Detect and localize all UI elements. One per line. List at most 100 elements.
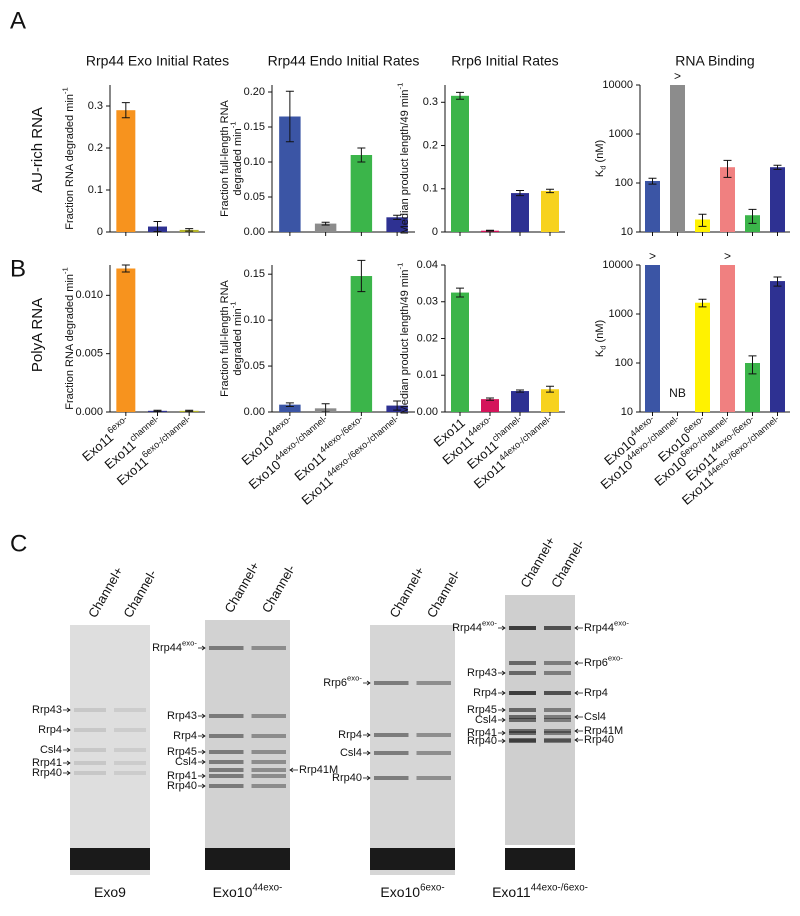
error-bar: [185, 409, 194, 412]
gel-band: [209, 734, 244, 738]
gel-band: [114, 728, 146, 732]
y-tick-label: 0.20: [244, 86, 265, 98]
gel-band: [74, 708, 106, 712]
bar: [116, 110, 136, 232]
gel-band: [251, 760, 286, 764]
band-arrow: [363, 775, 371, 781]
y-tick-label: 0: [432, 226, 438, 238]
text-segment: Fraction full-length RNA: [219, 99, 231, 216]
gel-band: [509, 626, 536, 630]
gel-band: [114, 761, 146, 765]
band-label: Rrp44exo-: [152, 639, 197, 654]
gel: [370, 625, 455, 875]
gel-title: Exo1144exo-/6exo-: [492, 882, 588, 900]
text-segment: -1: [396, 83, 405, 90]
gel-title: Exo1044exo-: [213, 882, 283, 900]
band-label: Rrp40: [167, 780, 197, 792]
y-tick-label: 10: [621, 226, 633, 238]
text-segment: Median product length/49 min: [399, 269, 411, 414]
text-segment: Fraction RNA degraded min: [64, 94, 76, 230]
gel-band: [251, 734, 286, 738]
gel-band: [251, 646, 286, 650]
band-label: Rrp41M: [299, 764, 338, 776]
y-tick-label: 0.10: [244, 314, 265, 326]
text-segment: Rrp40: [167, 780, 197, 792]
error-bar: [357, 147, 366, 163]
y-axis-label: Kd (nM): [594, 320, 607, 357]
text-segment: (nM): [594, 320, 606, 346]
gel-front: [505, 848, 575, 870]
y-tick-label: 0.00: [244, 226, 265, 238]
lane-label: Channel-: [259, 562, 298, 615]
band-label: Rrp4: [173, 730, 197, 742]
text-segment: 44exo-/6exo-: [531, 882, 588, 893]
text-segment: -1: [61, 267, 70, 274]
error-bar: [486, 229, 494, 232]
band-label: Rrp4: [584, 687, 608, 699]
y-tick-label: 0.00: [244, 406, 265, 418]
error-bar: [748, 208, 757, 224]
bar: [451, 95, 469, 232]
text-segment: exo-: [608, 654, 623, 663]
y-tick-label: 0.04: [417, 259, 438, 271]
band-label: Rrp4: [338, 729, 362, 741]
y-axis-label: Fraction RNA degraded min-1: [61, 267, 76, 410]
y-axis-label: Kd (nM): [594, 140, 607, 177]
y-tick-label: 100: [615, 357, 633, 369]
gel-band: [209, 768, 244, 772]
y-tick-label: 0.10: [244, 156, 265, 168]
text-segment: Exo11: [492, 884, 531, 900]
error-bar: [748, 355, 757, 375]
band-label: Rrp40: [467, 735, 497, 747]
gel-band: [509, 718, 536, 722]
bar: [386, 217, 408, 232]
text-segment: degraded min: [232, 128, 244, 195]
text-segment: Csl4: [175, 756, 197, 768]
error-bar: [486, 397, 494, 401]
text-segment: -1: [396, 263, 405, 270]
band-arrow: [63, 747, 71, 753]
text-segment: Rrp41: [467, 727, 497, 739]
bar: [541, 389, 559, 412]
text-segment: Rrp41M: [584, 725, 623, 737]
text-segment: Rrp6: [323, 677, 347, 689]
band-arrow: [198, 759, 206, 765]
band-label: Rrp45: [467, 704, 497, 716]
bar: [279, 116, 301, 232]
band-arrow: [574, 690, 583, 696]
error-bar: [185, 228, 194, 232]
text-segment: Fraction full-length RNA: [219, 279, 231, 396]
band-label: Rrp44exo-: [452, 619, 497, 634]
text-segment: (nM): [594, 140, 606, 166]
text-segment: Fraction RNA degraded min: [64, 274, 76, 410]
band-arrow: [63, 760, 71, 766]
band-arrow: [498, 707, 506, 713]
gel-band: [114, 771, 146, 775]
gel-band: [544, 739, 571, 743]
text-segment: Rrp41: [167, 770, 197, 782]
text-segment: Rrp41M: [299, 764, 338, 776]
gel-band: [251, 750, 286, 754]
y-tick-label: 0.3: [88, 100, 103, 112]
gel-band: [74, 771, 106, 775]
text-segment: Rrp40: [32, 767, 62, 779]
text-segment: Rrp43: [32, 704, 62, 716]
band-label: Rrp41: [167, 770, 197, 782]
bar: [511, 193, 529, 232]
band-label: Rrp40: [32, 767, 62, 779]
y-tick-label: 100: [615, 177, 633, 189]
gel-band: [374, 751, 409, 755]
gel-band: [544, 729, 571, 733]
gel-band: [416, 681, 451, 685]
band-arrow: [63, 770, 71, 776]
bar: [770, 281, 785, 412]
band-label: Rrp43: [467, 667, 497, 679]
band-arrow: [198, 645, 206, 651]
text-segment: Rrp4: [38, 724, 62, 736]
gel-band: [374, 776, 409, 780]
panel-label: A: [10, 7, 26, 34]
y-tick-label: 10: [621, 406, 633, 418]
band-arrow: [289, 767, 298, 773]
band-label: Rrp41M: [584, 725, 623, 737]
